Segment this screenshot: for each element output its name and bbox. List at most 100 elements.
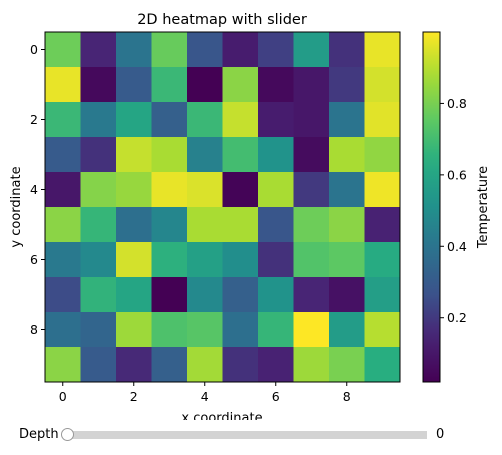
heatmap-cell — [293, 102, 330, 138]
plot-frame — [44, 31, 401, 383]
colorbar-tick-label: 0.4 — [447, 239, 467, 254]
heatmap-cell — [45, 207, 81, 243]
heatmap-cell — [187, 32, 223, 68]
heatmap-chart: 2D heatmap with slider 0 2 4 6 8 0 2 4 6 8 x coo… — [9, 12, 491, 420]
heatmap-cell — [116, 312, 152, 348]
heatmap-cell — [45, 242, 81, 278]
heatmap-cell — [151, 32, 188, 68]
heatmap-cell — [187, 207, 223, 243]
heatmap-cell — [80, 207, 117, 243]
depth-slider-handle[interactable] — [61, 428, 74, 441]
heatmap-cell — [258, 242, 294, 278]
heatmap-cell — [45, 137, 81, 173]
y-axis-label: y coordinate — [9, 166, 24, 247]
slider-value: 0 — [436, 427, 445, 442]
heatmap-cell — [364, 242, 401, 278]
heatmap-cell — [258, 32, 294, 68]
heatmap-cell — [116, 32, 152, 68]
heatmap-cell — [222, 172, 259, 208]
heatmap-cell — [222, 67, 259, 103]
heatmap-cell — [80, 172, 117, 208]
heatmap-cell — [80, 67, 117, 103]
heatmap-cell — [364, 32, 401, 68]
heatmap-cell — [80, 102, 117, 138]
heatmap-cell — [258, 312, 294, 348]
heatmap-cell — [187, 137, 223, 173]
colorbar-tick-label: 0.8 — [447, 96, 467, 111]
y-tick-label: 8 — [30, 322, 38, 337]
colorbar-tick-label: 0.2 — [447, 310, 467, 325]
heatmap-cell — [222, 207, 259, 243]
colorbar — [422, 31, 441, 383]
heatmap-cell — [222, 312, 259, 348]
heatmap-cell — [45, 347, 81, 383]
heatmap-cell — [364, 102, 401, 138]
heatmap-cell — [151, 67, 188, 103]
colorbar-label: Temperature — [476, 166, 491, 249]
heatmap-cell — [293, 312, 330, 348]
heatmap-cell — [151, 207, 188, 243]
heatmap-cell — [187, 242, 223, 278]
heatmap-cell — [187, 172, 223, 208]
heatmap-cell — [258, 347, 294, 383]
heatmap-cell — [329, 277, 365, 313]
heatmap-cell — [293, 277, 330, 313]
heatmap-cell — [222, 102, 259, 138]
heatmap-cell — [116, 172, 152, 208]
heatmap-cell — [151, 347, 188, 383]
x-tick-label: 4 — [201, 389, 209, 404]
heatmap-cell — [329, 242, 365, 278]
heatmap-cell — [329, 67, 365, 103]
chart-title: 2D heatmap with slider — [137, 12, 307, 28]
slider-label: Depth — [19, 427, 59, 442]
heatmap-cell — [80, 32, 117, 68]
heatmap-cell — [329, 32, 365, 68]
heatmap-cell — [222, 242, 259, 278]
heatmap-cell — [45, 312, 81, 348]
heatmap-cell — [151, 102, 188, 138]
heatmap-cell — [222, 277, 259, 313]
heatmap-cell — [329, 347, 365, 383]
heatmap-cell — [151, 312, 188, 348]
heatmap-cell — [329, 137, 365, 173]
y-tick-label: 0 — [30, 42, 38, 57]
heatmap-cell — [329, 102, 365, 138]
heatmap-cell — [80, 242, 117, 278]
heatmap-cell — [329, 207, 365, 243]
heatmap-cell — [80, 312, 117, 348]
heatmap-cell — [187, 277, 223, 313]
heatmap-cell — [151, 277, 188, 313]
heatmap-cell — [151, 137, 188, 173]
heatmap-cell — [80, 347, 117, 383]
x-axis-label: x coordinate — [181, 411, 262, 420]
heatmap-cell — [116, 242, 152, 278]
heatmap-cell — [116, 207, 152, 243]
heatmap-cell — [364, 172, 401, 208]
y-tick-label: 6 — [30, 252, 38, 267]
heatmap-cell — [151, 242, 188, 278]
heatmap-cell — [45, 172, 81, 208]
x-tick-label: 8 — [343, 389, 351, 404]
heatmap-cell — [329, 312, 365, 348]
heatmap-cell — [187, 102, 223, 138]
heatmap-cell — [293, 67, 330, 103]
x-tick-label: 6 — [272, 389, 280, 404]
heatmap-cell — [258, 207, 294, 243]
y-tick-label: 2 — [30, 112, 38, 127]
heatmap-cell — [187, 312, 223, 348]
depth-slider-track[interactable] — [68, 431, 427, 439]
heatmap-cell — [258, 102, 294, 138]
heatmap-cell — [293, 32, 330, 68]
heatmap-cell — [293, 172, 330, 208]
heatmap-cell — [293, 347, 330, 383]
heatmap-cell — [187, 347, 223, 383]
heatmap-cell — [293, 242, 330, 278]
heatmap-cell — [222, 347, 259, 383]
x-tick-label: 0 — [59, 389, 67, 404]
heatmap-cell — [151, 172, 188, 208]
heatmap-cell — [45, 67, 81, 103]
y-tick-label: 4 — [30, 182, 38, 197]
heatmap-cell — [80, 277, 117, 313]
heatmap-cell — [329, 172, 365, 208]
heatmap-cell — [116, 102, 152, 138]
